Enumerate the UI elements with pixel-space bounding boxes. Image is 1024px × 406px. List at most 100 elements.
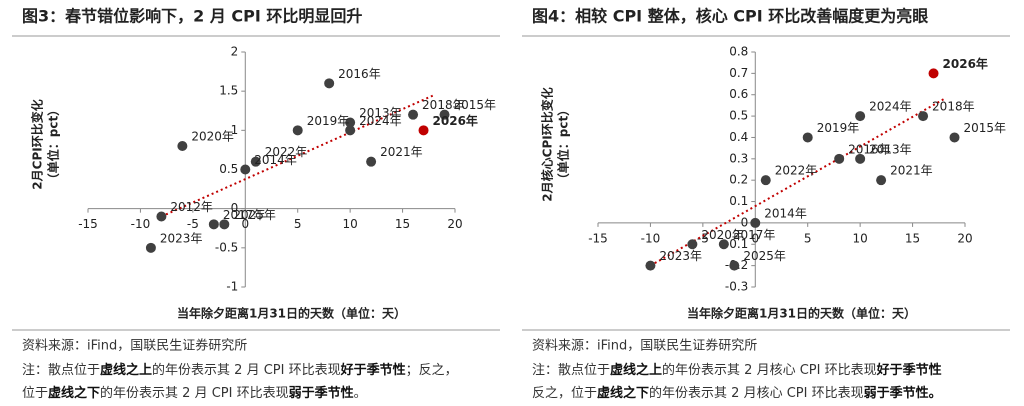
note-line: 注：散点位于虚线之上的年份表示其 2 月 CPI 环比表现好于季节性；反之， [22,362,458,378]
point-label: 2018年 [422,98,465,112]
x-tick-label: 0 [751,231,759,245]
point-label: 2018年 [932,100,975,114]
point [718,239,729,250]
x-tick-label: -5 [697,231,709,245]
y-tick-label: 0.7 [729,66,748,80]
point-label: 2013年 [359,106,402,120]
note-text: 的年份表示其 2 月 CPI 环比表现 [152,362,341,378]
note-text: 注：散点位于 [22,363,100,378]
y-tick-label: -0.3 [725,280,748,294]
x-tick-label: -15 [78,217,98,231]
point-label: 2022年 [265,145,308,159]
point-label: 2025年 [233,208,276,222]
x-tick-label: 15 [905,231,920,245]
point-label: 2019年 [817,121,860,135]
note-text: 弱于季节性 [289,385,354,401]
point [949,132,960,143]
point-label: 2015年 [964,121,1007,135]
y-tick-label: 0.8 [729,45,748,59]
point-label: 2017年 [223,208,266,222]
y-tick-label: -0.1 [725,237,748,251]
note-line: 反之，位于虚线之下的年份表示其 2 月核心 CPI 环比表现弱于季节性。 [532,385,942,401]
note-text: 的年份表示其 2 月核心 CPI 环比表现 [662,362,877,378]
x-tick-label: -15 [588,231,608,245]
y-axis-label: （单位：pct） [556,104,571,185]
point [177,141,188,151]
note-line: 注：散点位于虚线之上的年份表示其 2 月核心 CPI 环比表现好于季节性 [532,362,942,378]
y-axis-label: 2月核心CPI环比变化 [540,87,555,201]
point-label: 2020年 [191,130,234,144]
point-label: 2016年 [338,67,381,81]
point [418,125,429,136]
point [408,109,419,120]
point [928,68,939,79]
x-axis-label: 当年除夕距离1月31日的天数（单位：天） [687,306,916,321]
point [855,111,866,122]
note-text: 弱于季节性。 [864,385,942,401]
x-tick-label: -10 [131,217,151,231]
point [219,219,230,230]
point-label: 2017年 [733,228,776,242]
point-label: 2021年 [890,164,933,178]
y-axis-label: 2月CPI环比变化 [30,99,45,189]
point-label: 2012年 [170,200,213,214]
point [729,260,740,271]
point-label: 2016年 [848,142,891,156]
y-tick-label: -1 [226,280,238,294]
note-text: 的年份表示其 2 月 CPI 环比表现 [100,385,289,401]
point-label: 2015年 [454,98,497,112]
point-label: 2013年 [869,142,912,156]
note-text: 好于季节性 [340,362,406,378]
point [292,125,303,136]
note-text: 注：散点位于 [532,363,610,378]
note-text: 好于季节性 [876,362,942,378]
y-tick-label: 0.5 [729,109,748,123]
y-axis-label: （单位：pct） [46,104,61,185]
point [345,117,356,128]
x-tick-label: 5 [294,217,302,231]
y-tick-label: -0.5 [215,240,238,254]
point [645,260,656,271]
point [145,242,156,253]
x-tick-label: 20 [447,217,462,231]
x-tick-label: -10 [641,231,661,245]
y-tick-label: 0.1 [729,194,748,208]
point-label: 2024年 [359,114,402,128]
note-text: 虚线之下 [597,385,649,401]
x-axis-label: 当年除夕距离1月31日的天数（单位：天） [177,306,406,321]
y-tick-label: 1 [231,123,239,137]
point-label: 2014年 [254,153,297,167]
note-text: 位于 [22,386,48,401]
chart-title: 图4：相较 CPI 整体，核心 CPI 环比改善幅度更为亮眼 [532,7,928,26]
chart-title: 图3：春节错位影响下，2 月 CPI 环比明显回升 [22,7,362,26]
point-label: 2022年 [775,164,818,178]
note-text: ；反之， [406,363,458,378]
x-tick-label: 10 [853,231,868,245]
y-tick-label: 2 [231,45,239,59]
point [918,111,929,122]
point [250,156,261,167]
point [156,211,167,222]
point-label: 2023年 [160,231,203,245]
x-tick-label: 20 [957,231,972,245]
point [760,175,771,186]
trend-line [649,98,945,267]
point [208,219,219,230]
point [366,156,377,167]
y-tick-label: 0 [231,201,239,215]
point-label: 2025年 [743,249,786,263]
point-label: 2019年 [307,114,350,128]
point [876,175,887,186]
note-text: 。 [354,386,367,401]
point [855,153,866,164]
point [324,78,335,89]
note-text: 的年份表示其 2 月核心 CPI 环比表现 [649,385,864,401]
point-label: 2026年 [943,56,988,71]
point-label: 2023年 [659,249,702,263]
source: 资料来源：iFind，国联民生证券研究所 [532,338,757,354]
y-tick-label: 0.4 [729,130,748,144]
x-tick-label: 15 [395,217,410,231]
y-tick-label: 0 [741,215,749,229]
y-tick-label: 1.5 [219,84,238,98]
